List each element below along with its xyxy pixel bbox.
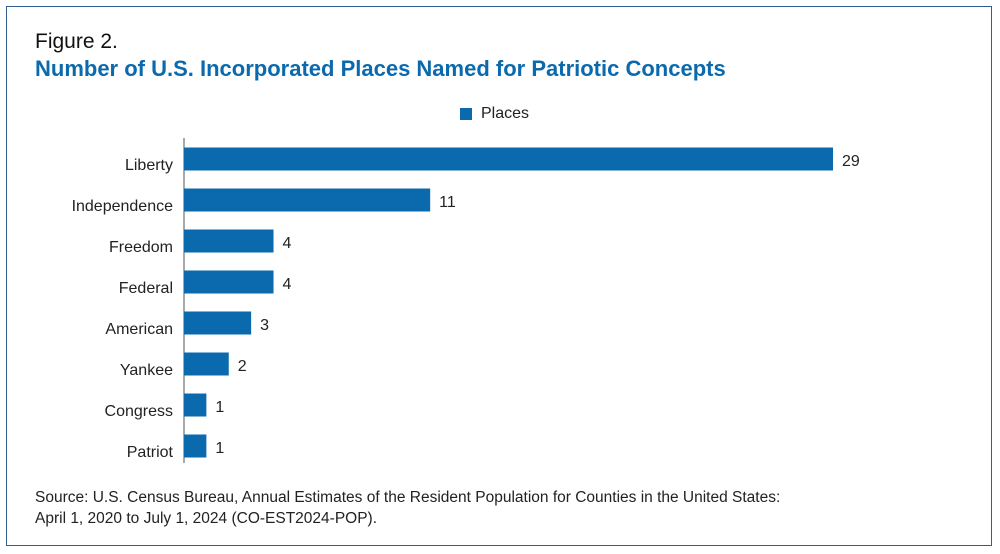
bar-congress: [184, 393, 207, 417]
category-label: Independence: [72, 198, 174, 215]
data-label: 3: [260, 317, 269, 334]
chart-title: Number of U.S. Incorporated Places Named…: [35, 56, 726, 81]
data-label: 1: [215, 440, 224, 457]
source-line-2: April 1, 2020 to July 1, 2024 (CO-EST202…: [35, 510, 378, 527]
bar-liberty: [184, 147, 833, 171]
data-label: 4: [283, 276, 292, 293]
category-label: Congress: [105, 403, 173, 420]
source-line-1: Source: U.S. Census Bureau, Annual Estim…: [35, 489, 781, 506]
category-label: Federal: [119, 280, 173, 297]
figure-frame: [6, 6, 992, 546]
bar-american: [184, 311, 252, 335]
category-label: Patriot: [127, 444, 174, 461]
chart-legend: Places: [460, 105, 529, 123]
bar-freedom: [184, 229, 274, 253]
bar-yankee: [184, 352, 229, 376]
source-note: Source: U.S. Census Bureau, Annual Estim…: [35, 487, 780, 529]
legend-swatch: [460, 108, 472, 120]
category-label: Yankee: [120, 362, 173, 379]
bar-patriot: [184, 434, 207, 458]
bar-independence: [184, 188, 431, 212]
legend-label: Places: [481, 105, 530, 122]
data-label: 11: [439, 194, 456, 211]
data-label: 4: [283, 235, 292, 252]
bar-federal: [184, 270, 274, 294]
data-label: 29: [842, 153, 860, 170]
category-label: Freedom: [109, 239, 173, 256]
figure-label: Figure 2.: [35, 30, 118, 53]
category-label: American: [105, 321, 173, 338]
data-label: 2: [238, 358, 247, 375]
category-label: Liberty: [125, 157, 173, 174]
data-label: 1: [215, 399, 224, 416]
